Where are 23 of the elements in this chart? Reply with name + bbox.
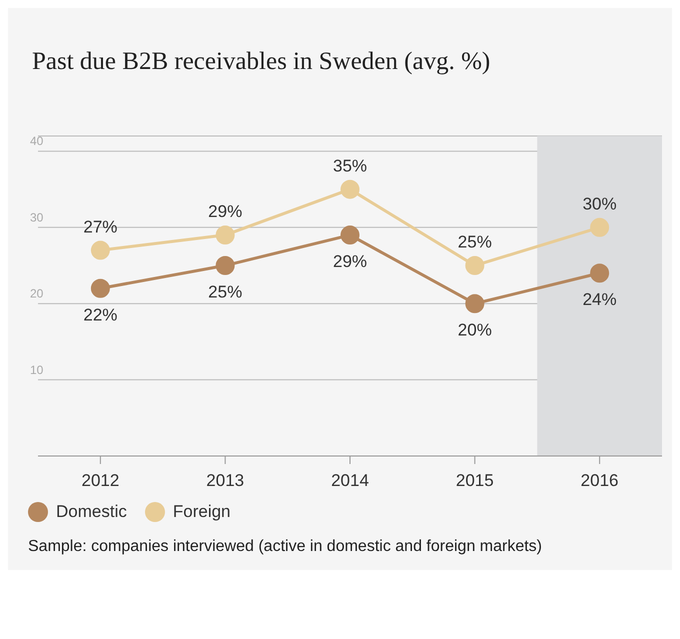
legend-label: Foreign	[172, 502, 230, 522]
y-tick-label: 20	[30, 286, 44, 301]
x-tick-label: 2012	[81, 471, 120, 490]
data-label: 24%	[582, 290, 617, 310]
chart-title: Past due B2B receivables in Sweden (avg. %)	[31, 47, 492, 77]
x-tick-label: 2013	[206, 471, 244, 490]
legend-label: Domestic	[55, 502, 127, 522]
data-label: 25%	[208, 282, 242, 302]
y-tick-label: 10	[30, 362, 44, 377]
data-label: 20%	[458, 320, 492, 340]
data-label: 35%	[332, 156, 368, 176]
x-tick-label: 2016	[580, 471, 619, 490]
x-tick-label: 2014	[331, 471, 369, 490]
data-label: 29%	[332, 252, 368, 272]
data-label: 27%	[83, 217, 118, 236]
data-label: 22%	[83, 305, 118, 324]
data-label: 30%	[582, 194, 617, 214]
text: Sample: companies interviewed (active in domestic and foreign markets)	[28, 537, 544, 557]
x-tick-label: 2015	[456, 471, 494, 490]
y-tick-label: 40	[30, 134, 44, 148]
data-label: 29%	[208, 202, 242, 222]
y-tick-label: 30	[30, 210, 44, 224]
data-label: 25%	[458, 232, 492, 252]
